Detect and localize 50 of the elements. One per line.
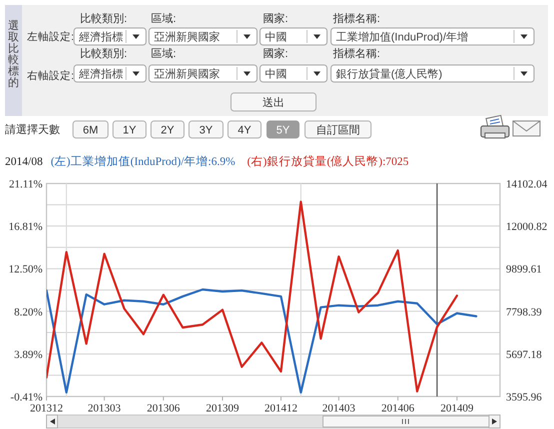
button: 自訂區間 (304, 120, 372, 138)
select: 中國 (260, 28, 328, 46)
form-label: 區域: (151, 48, 176, 60)
y2-tick-label: 9899.61 (506, 264, 542, 276)
form-label: 右軸設定: (27, 70, 74, 82)
x-tick-label: 201412 (264, 402, 298, 414)
button: 送出 (230, 92, 316, 112)
button: 3Y (188, 120, 224, 138)
x-tick-label: 201403 (322, 402, 356, 414)
x-tick-label: 201409 (440, 402, 474, 414)
legend: (左)工業增加值(InduProd)/年增:6.9% (右)銀行放貸量(億人民幣):7025 (50, 156, 409, 168)
y-tick-label: 3.89% (14, 348, 42, 361)
select: 中國 (260, 64, 328, 82)
y-tick-label: -0.41% (10, 392, 42, 404)
form-label: 左軸設定: (27, 31, 74, 43)
form-label: 比較類別: (80, 48, 128, 60)
y2-tick-label: 5697.18 (506, 348, 542, 361)
form-label: 比較類別: (80, 13, 128, 25)
form-label: 指標名稱: (333, 13, 380, 25)
y-tick-label: 21.11% (8, 178, 42, 190)
x-tick-label: 201306 (146, 402, 180, 414)
y-tick-label: 8.20% (14, 306, 42, 318)
y2-tick-label: 14102.04 (506, 178, 548, 190)
x-tick-label: 201303 (88, 402, 122, 414)
select: 工業增加值(InduProd)/年增 (330, 28, 534, 46)
button: 2Y (150, 120, 184, 138)
form-label: 區域: (151, 13, 176, 25)
y2-tick-label: 12000.82 (506, 221, 548, 234)
button: 1Y (112, 120, 146, 138)
title: 2014/08 (5, 156, 43, 168)
y2-tick-label: 3595.96 (506, 392, 542, 404)
select: 經濟指標 (74, 28, 146, 46)
x-tick-label: 201312 (30, 402, 63, 414)
button: 6M (72, 120, 108, 138)
form-label: 請選擇天數 (5, 124, 60, 136)
button: 4Y (228, 120, 262, 138)
select: 亞洲新興國家 (148, 64, 258, 82)
select: 亞洲新興國家 (148, 28, 258, 46)
form-label: 國家: (263, 48, 288, 60)
y-tick-label: 12.50% (8, 264, 42, 276)
form-label: 指標名稱: (333, 48, 380, 60)
x-tick-label: 201309 (206, 402, 240, 414)
y-tick-label: 16.81% (8, 221, 42, 234)
select: 銀行放貸量(億人民幣) (330, 64, 534, 82)
form-label: 國家: (263, 13, 288, 25)
side-label: 選取比較標的 (8, 20, 19, 89)
button: 5Y (266, 120, 300, 138)
select: 經濟指標 (74, 64, 146, 82)
x-tick-label: 201406 (381, 402, 415, 414)
y2-tick-label: 7798.39 (506, 306, 542, 318)
